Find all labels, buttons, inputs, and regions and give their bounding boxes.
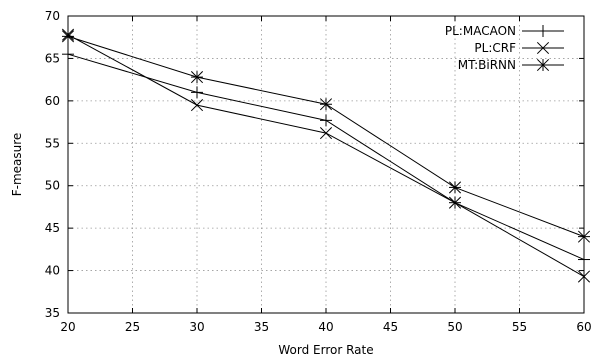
y-tick-label: 40 bbox=[45, 264, 60, 278]
data-point bbox=[448, 196, 462, 209]
y-tick-label: 50 bbox=[45, 179, 60, 193]
y-tick-label: 65 bbox=[45, 51, 60, 65]
data-point bbox=[536, 58, 550, 72]
x-tick-label: 20 bbox=[60, 320, 75, 334]
legend-item: PL:MACAON bbox=[445, 24, 564, 38]
y-axis-label: F-measure bbox=[10, 133, 24, 197]
axis-ticks: 20 25 30 35 40 45 50 55 60 35 40 45 50 55 60 65 70 bbox=[45, 9, 592, 334]
x-tick-label: 30 bbox=[189, 320, 204, 334]
x-tick-label: 35 bbox=[254, 320, 269, 334]
plot-frame bbox=[67, 15, 585, 314]
legend-label: PL:MACAON bbox=[445, 24, 516, 38]
y-tick-label: 60 bbox=[45, 94, 60, 108]
y-tick-label: 45 bbox=[45, 221, 60, 235]
y-tick-label: 55 bbox=[45, 136, 60, 150]
data-point bbox=[190, 99, 204, 112]
data-point bbox=[319, 127, 333, 140]
x-tick-label: 40 bbox=[318, 320, 333, 334]
data-point bbox=[536, 41, 550, 55]
data-point bbox=[448, 181, 462, 194]
data-point bbox=[537, 25, 549, 37]
x-axis-label: Word Error Rate bbox=[278, 343, 373, 357]
legend: PL:MACAON PL:CRF MT:BiRNN bbox=[445, 24, 564, 72]
data-point bbox=[319, 98, 333, 111]
x-tick-label: 50 bbox=[447, 320, 462, 334]
x-tick-label: 55 bbox=[512, 320, 527, 334]
data-point bbox=[320, 114, 332, 127]
series-mt-birnn bbox=[61, 30, 591, 243]
legend-label: PL:CRF bbox=[474, 41, 516, 55]
data-point bbox=[191, 86, 203, 99]
legend-item: PL:CRF bbox=[474, 41, 564, 55]
x-tick-label: 45 bbox=[383, 320, 398, 334]
legend-item: MT:BiRNN bbox=[458, 58, 564, 72]
x-tick-label: 60 bbox=[576, 320, 591, 334]
y-tick-label: 35 bbox=[45, 306, 60, 320]
data-point bbox=[190, 71, 204, 84]
y-tick-label: 70 bbox=[45, 9, 60, 23]
x-tick-label: 25 bbox=[125, 320, 140, 334]
legend-label: MT:BiRNN bbox=[458, 58, 516, 72]
